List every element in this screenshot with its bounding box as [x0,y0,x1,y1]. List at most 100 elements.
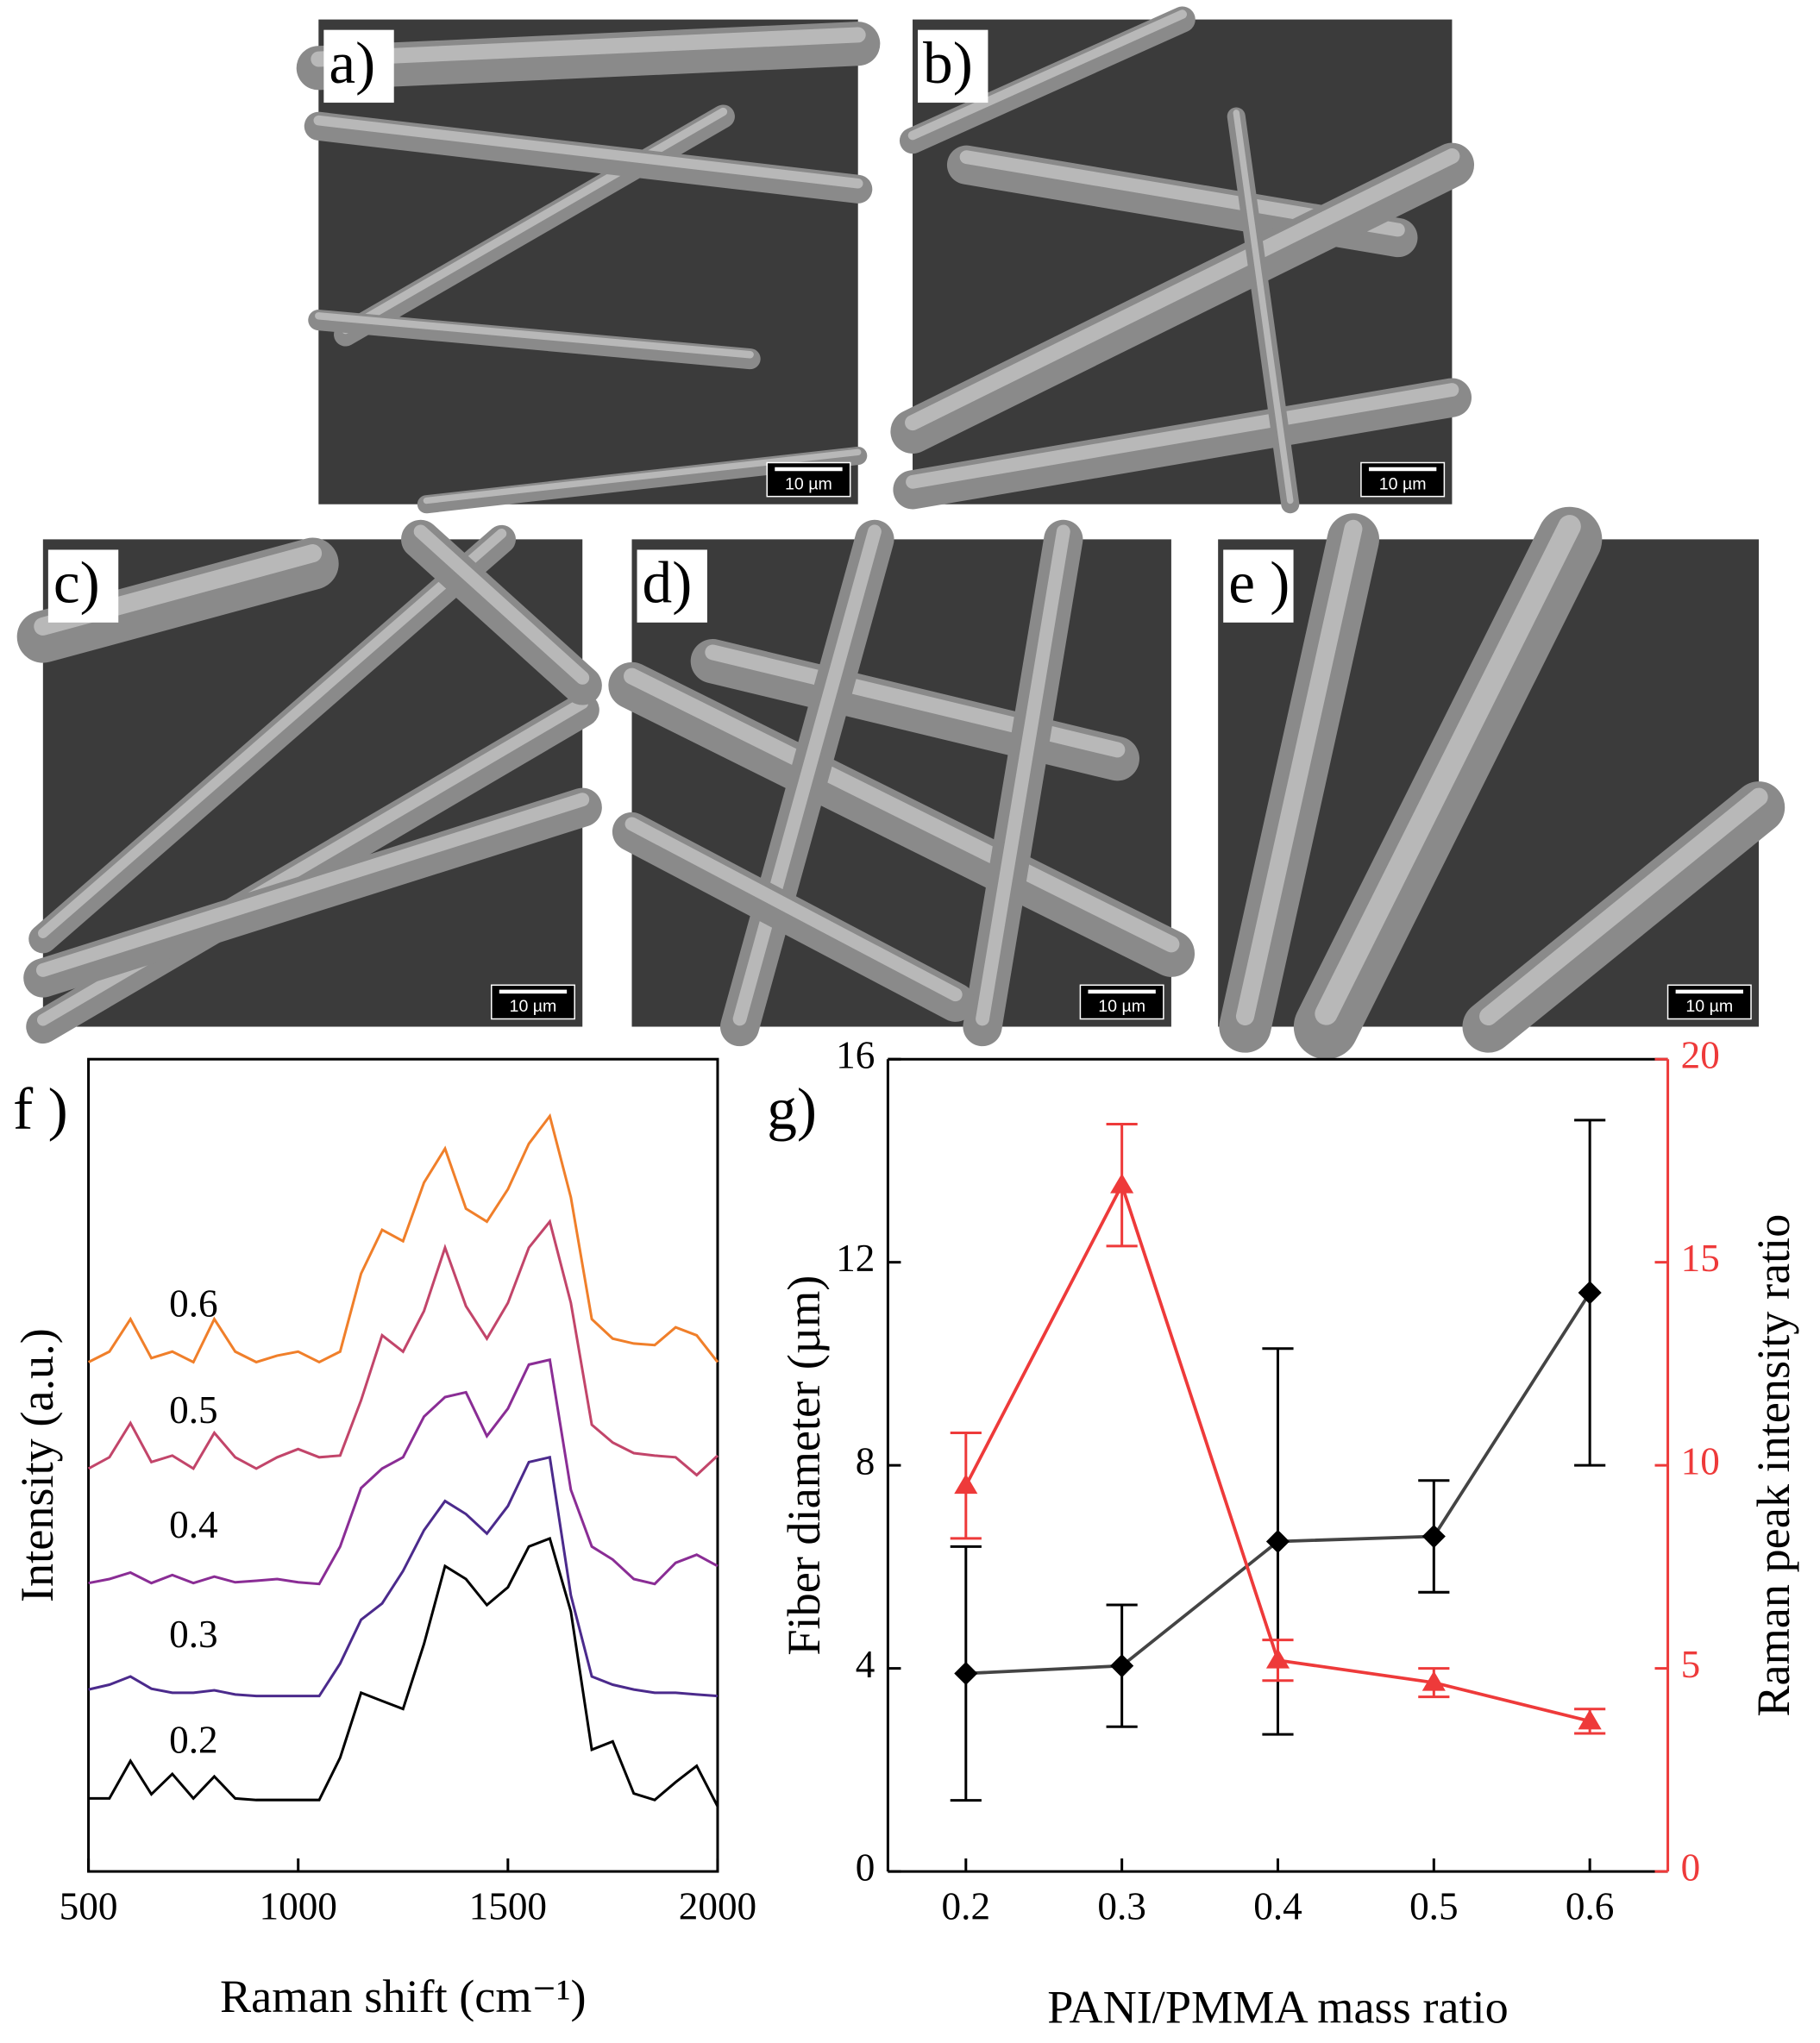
y-axis-title: Fiber diameter (µm) [778,1275,830,1656]
x-tick-label: 0.3 [1097,1885,1145,1928]
fiber [899,6,1196,154]
panel-label: f ) [13,1075,67,1142]
x-tick-label: 0.2 [942,1885,990,1928]
fiber [23,787,602,998]
marker [1265,1648,1290,1669]
spectrum-line [88,1357,719,1586]
fiber-highlight [413,524,590,685]
y2-tick-label: 20 [1681,1034,1720,1077]
sem-image: b) 10 µm [890,6,1475,514]
scale-bar-label: 10 µm [1379,474,1427,493]
x-tick-label: 500 [60,1885,118,1928]
marker [1421,1670,1446,1691]
y2-tick-label: 5 [1681,1643,1701,1686]
fiber-highlight [624,667,1180,953]
scale-bar-label: 10 µm [510,997,557,1016]
sem-image: a) 10 µm [296,19,881,514]
image-label: c) [53,549,100,616]
scale-bar-label: 10 µm [1685,997,1733,1016]
x-axis-title: Raman shift (cm⁻¹) [220,1971,587,2022]
label-background [1223,549,1294,623]
label-background [47,549,119,623]
spectrum-line [87,1112,719,1364]
series-label: 0.3 [169,1613,217,1656]
y2-tick-label: 0 [1681,1846,1701,1889]
series-label: 0.4 [169,1503,217,1546]
fiber [308,310,761,370]
fiber-highlight [624,817,963,1002]
x-axis-title: PANI/PMMA mass ratio [1047,1981,1509,2033]
label-background [323,29,394,103]
fiber [690,639,1139,781]
series-label: 0.5 [169,1388,217,1432]
image-label: e ) [1228,549,1290,616]
fiber-highlight [905,148,1460,431]
plot-frame [87,1057,719,1873]
fiber-highlight [906,383,1459,489]
fiber [612,812,976,1022]
x-tick-label: 2000 [679,1885,756,1928]
image-background [318,19,858,504]
image-background [631,539,1171,1027]
fiber-highlight [1479,787,1768,1026]
sem-image: c) 10 µm [16,519,602,1044]
y-tick-label: 16 [836,1034,875,1077]
marker [1578,1709,1602,1730]
fiber [893,378,1472,510]
fiber-highlight [976,524,1070,1026]
spectrum-line [87,1219,719,1477]
image-label: a) [329,29,375,96]
x-tick-label: 0.5 [1409,1885,1458,1928]
y-axis-title: Intensity (a.u.) [11,1328,63,1602]
marker [1110,1654,1134,1678]
fiber [16,537,339,663]
fiber [890,142,1475,454]
marker [1265,1529,1290,1554]
fiber-highlight [38,528,507,938]
fiber-highlight [1315,515,1581,1025]
panel-label: g) [767,1075,817,1142]
sem-image: e ) 10 µm [1218,506,1785,1060]
series-label: 0.2 [169,1718,217,1761]
scale-bar-label: 10 µm [1098,997,1145,1016]
marker [954,1474,978,1495]
spectrum-line [88,1455,719,1698]
x-tick-label: 0.6 [1566,1885,1614,1928]
fiber [608,661,1196,977]
spectrum-line [88,1536,719,1808]
fiber-highlight [907,9,1187,141]
y2-tick-label: 15 [1681,1237,1720,1280]
y-tick-label: 4 [856,1643,875,1686]
label-background [637,549,707,623]
image-label: d) [643,549,693,616]
sem-image: d) 10 µm [608,519,1196,1047]
x-tick-label: 0.4 [1253,1885,1302,1928]
label-background [918,29,988,103]
fiber-highlight [1235,519,1363,1026]
y-tick-label: 12 [836,1237,875,1280]
fiber-highlight [315,312,754,359]
fiber-highlight [35,793,590,977]
y2-tick-label: 10 [1681,1440,1720,1483]
scale-bar-label: 10 µm [785,474,832,493]
fiber-highlight [1233,110,1294,504]
y-tick-label: 8 [856,1440,875,1483]
marker [1110,1173,1134,1194]
fiber [304,111,873,204]
fiber [296,22,881,91]
image-label: b) [923,29,973,96]
fiber-highlight [313,115,863,189]
marker [954,1661,978,1686]
fiber-highlight [732,524,882,1026]
x-tick-label: 1000 [260,1885,337,1928]
y2-axis-title: Raman peak intensity ratio [1748,1214,1799,1717]
fiber-highlight [341,107,728,335]
series-label: 0.6 [169,1282,217,1325]
x-tick-label: 1500 [469,1885,547,1928]
fiber-highlight [423,448,862,504]
marker [1578,1281,1602,1305]
marker [1421,1524,1446,1549]
y-tick-label: 0 [856,1846,875,1889]
